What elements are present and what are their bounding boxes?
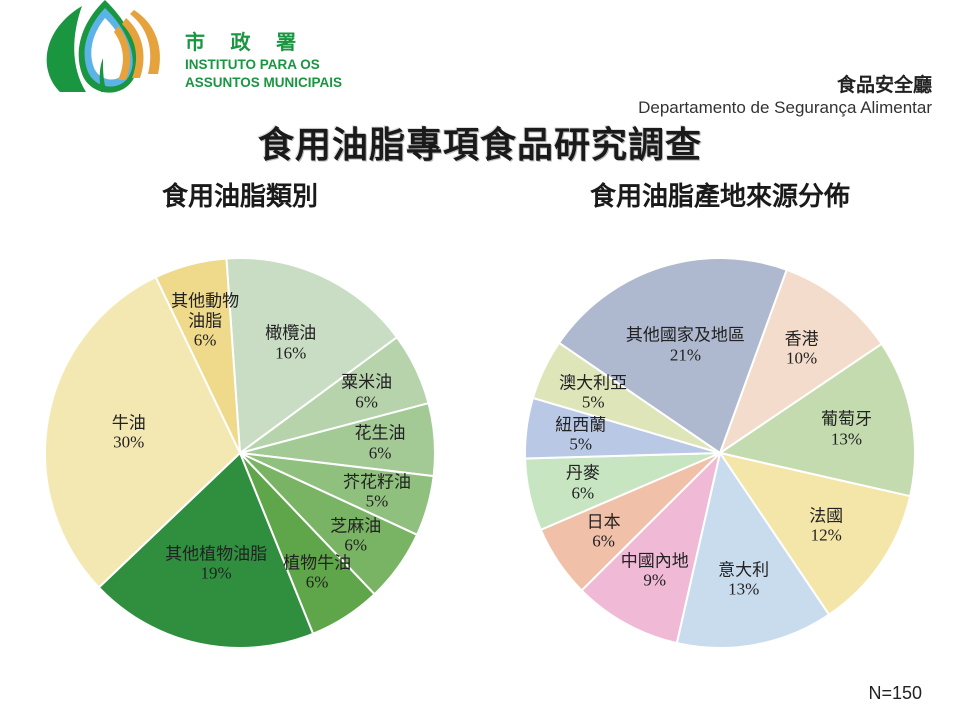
chart-left: 食用油脂類別 橄欖油16%粟米油6%花生油6%芥花籽油5%芝麻油6%植物牛油6%…	[20, 176, 460, 663]
charts-container: 食用油脂類別 橄欖油16%粟米油6%花生油6%芥花籽油5%芝麻油6%植物牛油6%…	[0, 176, 960, 663]
dept-name-zh: 食品安全廳	[638, 70, 932, 97]
sample-size-note: N=150	[868, 683, 922, 704]
pie-right: 香港10%葡萄牙13%法國12%意大利13%中國內地9%日本6%丹麥6%紐西蘭5…	[500, 223, 940, 663]
dept-name: 食品安全廳 Departamento de Segurança Alimenta…	[638, 70, 932, 118]
header: 市 政 署 INSTITUTO PARA OS ASSUNTOS MUNICIP…	[0, 0, 960, 110]
org-name-pt1: INSTITUTO PARA OS	[185, 57, 342, 73]
chart-right-title: 食用油脂產地來源分佈	[500, 176, 940, 213]
pie-left: 橄欖油16%粟米油6%花生油6%芥花籽油5%芝麻油6%植物牛油6%其他植物油脂1…	[20, 223, 460, 663]
page-title: 食用油脂專項食品研究調查	[0, 116, 960, 168]
dept-name-pt: Departamento de Segurança Alimentar	[638, 98, 932, 118]
chart-right: 食用油脂產地來源分佈 香港10%葡萄牙13%法國12%意大利13%中國內地9%日…	[500, 176, 940, 663]
org-name: 市 政 署 INSTITUTO PARA OS ASSUNTOS MUNICIP…	[185, 26, 342, 91]
org-name-zh: 市 政 署	[185, 26, 342, 55]
org-name-pt2: ASSUNTOS MUNICIPAIS	[185, 75, 342, 91]
iam-logo	[30, 0, 180, 105]
chart-left-title: 食用油脂類別	[20, 176, 460, 213]
